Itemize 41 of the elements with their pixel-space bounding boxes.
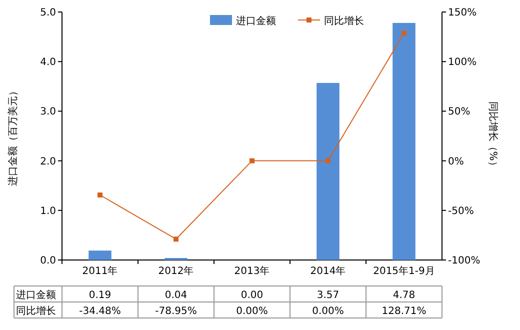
y-tick-label: 2.0	[40, 156, 56, 168]
x-tick-label: 2014年	[310, 265, 346, 277]
data-label: -34.48%	[79, 306, 121, 317]
x-tick-label: 2012年	[158, 265, 194, 277]
legend-label: 同比增长	[324, 15, 364, 27]
x-tick-label: 2011年	[82, 265, 118, 277]
y2-tick-label: 50%	[448, 106, 470, 118]
y-tick-label: 5.0	[40, 8, 56, 18]
data-label: 128.71%	[382, 306, 426, 317]
legend-label: 进口金额	[236, 15, 276, 27]
x-tick-label: 2013年	[234, 265, 270, 277]
text: 进口金额	[16, 290, 56, 301]
y-tick-label: 0.0	[40, 256, 56, 266]
y-tick-label: 4.0	[40, 57, 56, 68]
point	[326, 158, 330, 164]
bar	[88, 250, 112, 260]
y2-tick-label: -50%	[448, 206, 474, 217]
y-axis-title: 进口金额（百万美元）	[7, 86, 19, 186]
data-label: 0.00%	[312, 306, 344, 317]
point	[250, 158, 254, 164]
data-label: 0.19	[88, 290, 112, 301]
y2-tick-label: 150%	[448, 8, 477, 18]
data-label: 0.04	[164, 290, 188, 301]
point	[174, 236, 178, 242]
text: 同比增长	[16, 306, 56, 317]
y-tick-label: 1.0	[40, 206, 56, 217]
data-label: 0.00%	[236, 306, 268, 317]
bar	[316, 82, 340, 260]
data-label: 3.57	[316, 290, 340, 301]
point	[402, 30, 406, 36]
data-label: 0.00	[240, 290, 264, 301]
y2-tick-label: -100%	[448, 256, 480, 266]
y2-tick-label: 100%	[448, 57, 477, 68]
data-label: -78.95%	[155, 306, 197, 317]
y2-axis-title: 同比增长（%）	[487, 101, 499, 171]
x-tick-label: 2015年1-9月	[373, 265, 435, 277]
bar	[392, 22, 416, 260]
y2-tick-label: 0%	[448, 156, 464, 168]
data-label: 4.78	[392, 290, 416, 301]
y-tick-label: 3.0	[40, 106, 56, 118]
point	[98, 192, 102, 198]
